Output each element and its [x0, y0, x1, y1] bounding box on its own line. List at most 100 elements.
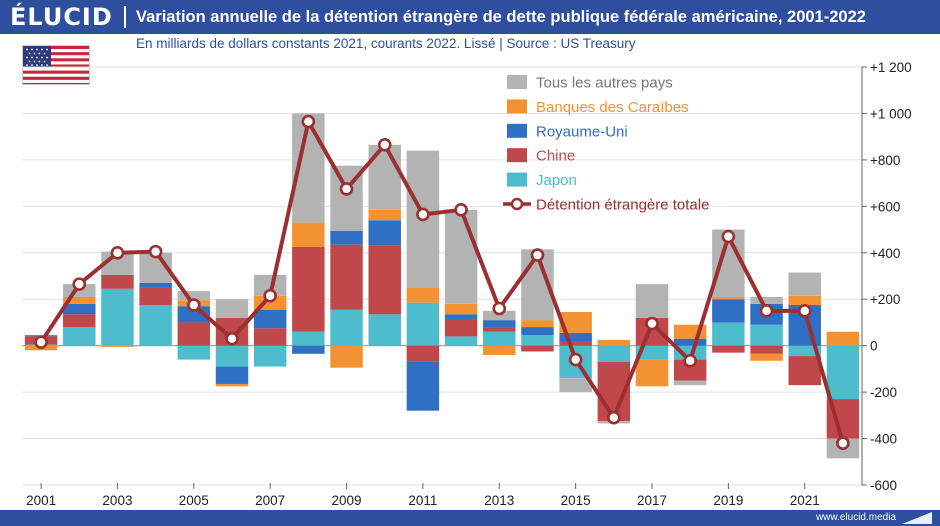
legend-swatch: [507, 99, 527, 114]
y-tick-label: -400: [870, 432, 897, 447]
bar-caraibes-2019: [712, 296, 745, 300]
bar-japon-2011: [406, 302, 440, 346]
x-tick-label: 2021: [790, 493, 820, 508]
y-tick-label: +1 000: [870, 106, 912, 121]
bar-chine-2015: [559, 341, 592, 346]
elucid-logo: ÉLUCID: [10, 3, 113, 31]
bar-royaume-uni-2009: [330, 230, 363, 245]
bar-chine-2014: [521, 345, 554, 352]
x-tick-label: 2005: [179, 493, 209, 508]
bar-royaume-uni-2014: [521, 327, 554, 336]
total-point-2021: [797, 304, 812, 318]
bar-caraibes-2013: [483, 345, 516, 355]
bar-caraibes-2009: [330, 345, 363, 368]
total-point-2010: [377, 137, 392, 152]
total-point-2018: [683, 353, 697, 368]
bar-japon-2021: [788, 345, 821, 357]
total-point-2013: [492, 301, 507, 316]
total-point-2017: [645, 316, 659, 331]
bars: [24, 113, 860, 459]
bar-royaume-uni-2013: [483, 320, 516, 328]
bar-autres-2005: [177, 291, 211, 301]
footer-bar: www.elucid.media: [0, 510, 940, 526]
legend-label: Chine: [536, 148, 575, 165]
us-flag-icon: [22, 45, 90, 85]
legend-marker: [510, 197, 524, 211]
chart-subtitle: En milliards de dollars constants 2021, …: [136, 36, 636, 51]
footer-url[interactable]: www.elucid.media: [815, 512, 896, 523]
bar-royaume-uni-2018: [673, 338, 707, 346]
bar-royaume-uni-2007: [253, 309, 287, 329]
header-divider: [124, 6, 126, 28]
bar-caraibes-2010: [368, 209, 401, 221]
x-tick-label: 2001: [26, 493, 56, 508]
bar-japon-2019: [712, 322, 745, 346]
bar-royaume-uni-2015: [559, 332, 592, 342]
x-tick-label: 2013: [484, 493, 514, 508]
legend-label: Tous les autres pays: [536, 75, 673, 92]
x-tick-label: 2015: [561, 493, 591, 508]
x-tick-label: 2009: [332, 493, 362, 508]
bar-chine-2020: [750, 345, 783, 354]
bar-caraibes-2002: [63, 296, 96, 304]
bar-autres-2013: [483, 310, 516, 321]
total-point-2002: [72, 277, 87, 291]
bar-royaume-uni-2011: [406, 361, 440, 411]
bar-japon-2003: [101, 288, 134, 346]
y-tick-label: -600: [870, 478, 897, 493]
bar-japon-2020: [750, 324, 783, 346]
y-tick-label: 0: [870, 339, 878, 354]
bar-caraibes-2015: [559, 311, 592, 333]
bar-japon-2002: [63, 327, 96, 346]
bar-autres-2021: [788, 272, 821, 296]
total-point-2019: [721, 229, 736, 244]
bar-autres-2018: [673, 380, 707, 386]
x-tick-label: 2007: [255, 493, 285, 508]
bar-chine-2002: [63, 314, 96, 328]
legend-label: Japon: [536, 172, 577, 189]
total-point-2016: [607, 410, 621, 425]
y-tick-label: -200: [870, 385, 897, 400]
total-point-2012: [454, 203, 468, 217]
legend-label: Banques des Caraïbes: [536, 99, 689, 116]
bar-chine-2003: [101, 274, 134, 289]
bar-chine-2010: [368, 245, 401, 315]
bar-royaume-uni-2002: [63, 303, 96, 315]
bar-autres-2020: [750, 296, 783, 304]
x-tick-label: 2017: [637, 493, 667, 508]
bar-chine-2013: [483, 327, 516, 332]
bar-caraibes-2016: [597, 339, 631, 346]
bar-japon-2010: [368, 314, 401, 346]
total-point-2009: [339, 182, 354, 196]
total-point-2014: [530, 248, 545, 262]
total-point-2020: [759, 304, 774, 318]
bar-chine-2008: [292, 246, 325, 332]
x-tick-label: 2019: [713, 493, 743, 508]
bar-caraibes-2021: [788, 295, 821, 306]
bar-chine-2021: [788, 356, 821, 386]
bar-autres-2010: [368, 144, 401, 210]
total-point-2006: [225, 331, 239, 346]
bar-royaume-uni-2008: [292, 345, 325, 354]
bar-caraibes-2008: [292, 222, 325, 247]
y-tick-label: +600: [870, 199, 900, 214]
total-point-2015: [568, 352, 583, 367]
bar-royaume-uni-2004: [139, 282, 172, 288]
bar-japon-2014: [521, 335, 554, 346]
bar-japon-2022: [826, 345, 860, 400]
legend-swatch: [507, 148, 527, 163]
header-bar: ÉLUCID Variation annuelle de la détentio…: [0, 0, 940, 34]
y-tick-label: +400: [870, 246, 900, 261]
bar-autres-2007: [253, 274, 287, 296]
bar-chine-2005: [177, 322, 211, 346]
bar-caraibes-2020: [750, 353, 783, 361]
total-point-2007: [263, 288, 277, 303]
bar-royaume-uni-2010: [368, 220, 401, 246]
bar-caraibes-2012: [444, 303, 478, 315]
bar-autres-2012: [444, 209, 478, 304]
bar-chine-2012: [444, 318, 478, 337]
x-tick-label: 2003: [102, 493, 132, 508]
total-point-2004: [148, 244, 163, 259]
bar-japon-2012: [444, 336, 478, 346]
y-tick-label: +200: [870, 292, 900, 307]
